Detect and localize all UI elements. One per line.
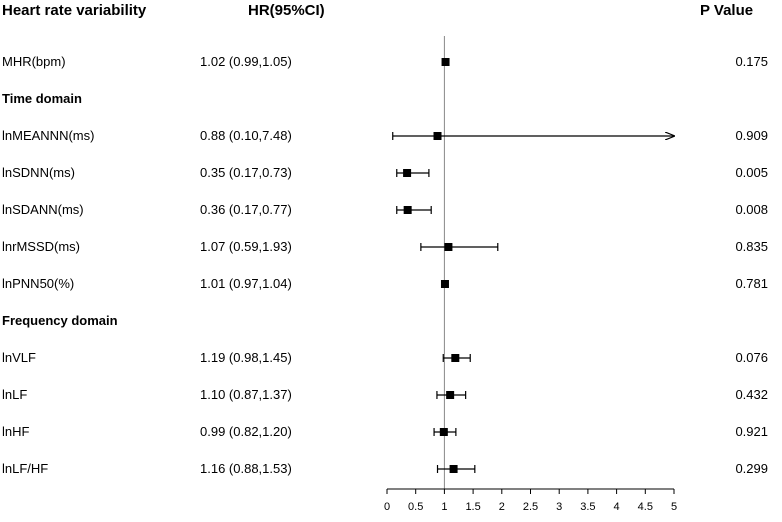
row-hr-ci: 0.88 (0.10,7.48): [200, 128, 292, 143]
header-variable: Heart rate variability: [2, 2, 147, 19]
header-p-value: P Value: [700, 2, 753, 19]
row-p-value: 0.076: [735, 350, 768, 365]
row-hr-ci: 1.19 (0.98,1.45): [200, 350, 292, 365]
row-p-value: 0.909: [735, 128, 768, 143]
row-p-value: 0.175: [735, 54, 768, 69]
row-hr-ci: 1.10 (0.87,1.37): [200, 387, 292, 402]
row-label: lnVLF: [2, 350, 36, 365]
x-tick-label: 1: [441, 501, 447, 513]
row-label: lnHF: [2, 424, 30, 439]
row-hr-ci: 0.35 (0.17,0.73): [200, 165, 292, 180]
row-p-value: 0.299: [735, 461, 768, 476]
row-p-value: 0.432: [735, 387, 768, 402]
section-label: Time domain: [2, 91, 82, 106]
section-label: Frequency domain: [2, 313, 118, 328]
point-estimate-lnvlf: [451, 354, 460, 362]
marks-group: [392, 36, 674, 489]
x-tick-label: 4: [614, 501, 620, 513]
point-estimate-lnsdnn-ms: [403, 169, 412, 177]
row-p-value: 0.008: [735, 202, 768, 217]
x-tick-label: 2.5: [523, 501, 538, 513]
row-hr-ci: 1.16 (0.88,1.53): [200, 461, 292, 476]
x-tick-label: 0.5: [408, 501, 423, 513]
point-estimate-lnrmssd-ms: [444, 243, 453, 251]
x-tick-label: 5: [671, 501, 677, 513]
row-label: lnMEANNN(ms): [2, 128, 94, 143]
row-hr-ci: 1.01 (0.97,1.04): [200, 276, 292, 291]
x-tick-label: 1.5: [465, 501, 480, 513]
row-hr-ci: 1.02 (0.99,1.05): [200, 54, 292, 69]
point-estimate-lnhf: [439, 428, 448, 436]
point-estimate-lnmeannn-ms: [433, 132, 442, 140]
row-label: lnSDNN(ms): [2, 165, 75, 180]
row-label: lnPNN50(%): [2, 276, 74, 291]
header-hr: HR(95%CI): [248, 2, 325, 19]
point-estimate-mhr-bpm: [441, 58, 450, 66]
row-hr-ci: 0.36 (0.17,0.77): [200, 202, 292, 217]
rows-group: MHR(bpm) 1.02 (0.99,1.05) 0.175 Time domain…: [2, 54, 768, 476]
row-label: MHR(bpm): [2, 54, 66, 69]
x-axis: 0 0.5 1 1.5 2 2.5 3 3.5 4 4.5 5: [384, 488, 677, 513]
row-p-value: 0.005: [735, 165, 768, 180]
row-label: lnLF/HF: [2, 461, 48, 476]
point-estimate-lnsdann-ms: [403, 206, 412, 214]
row-label: lnrMSSD(ms): [2, 239, 80, 254]
row-p-value: 0.835: [735, 239, 768, 254]
point-estimate-lnpnn50: [440, 280, 449, 288]
row-hr-ci: 1.07 (0.59,1.93): [200, 239, 292, 254]
x-tick-label: 4.5: [638, 501, 653, 513]
point-estimate-lnlf: [446, 391, 455, 399]
row-hr-ci: 0.99 (0.82,1.20): [200, 424, 292, 439]
row-label: lnLF: [2, 387, 27, 402]
x-tick-label: 3.5: [580, 501, 595, 513]
row-label: lnSDANN(ms): [2, 202, 84, 217]
row-p-value: 0.781: [735, 276, 768, 291]
x-tick-label: 0: [384, 501, 390, 513]
point-estimate-lnlf-hf: [449, 465, 458, 473]
x-tick-label: 2: [499, 501, 505, 513]
row-p-value: 0.921: [735, 424, 768, 439]
x-tick-label: 3: [556, 501, 562, 513]
